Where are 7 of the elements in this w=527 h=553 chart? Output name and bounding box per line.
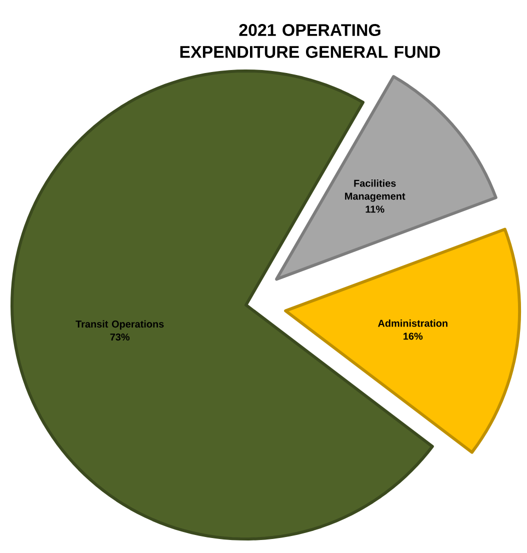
data-label: 73% bbox=[110, 334, 130, 341]
data-label: 16% bbox=[404, 332, 423, 340]
data-label: 11% bbox=[366, 206, 384, 213]
chart-title: 2021 OPERATING EXPENDITURE GENERAL FUND bbox=[180, 24, 440, 58]
slice-label: Administration bbox=[378, 319, 448, 327]
slice-label: Facilities Management bbox=[345, 180, 406, 202]
slice-label: Transit Operations bbox=[76, 320, 164, 330]
